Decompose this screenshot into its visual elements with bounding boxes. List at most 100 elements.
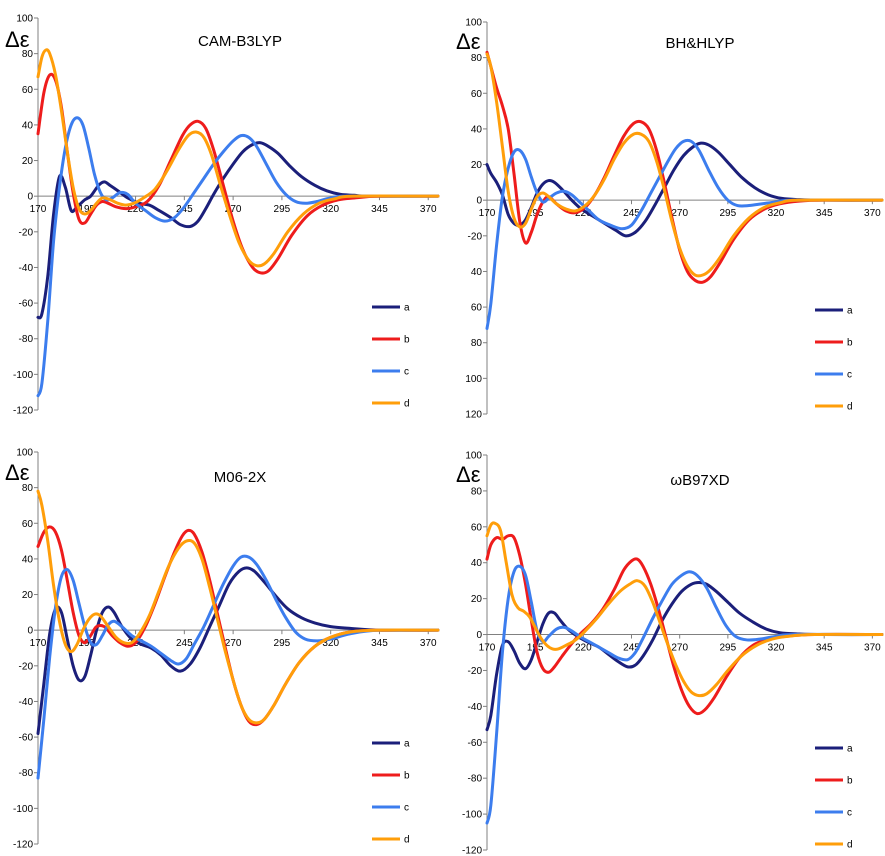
series-line-d — [485, 52, 884, 278]
y-tick-label: 80 — [471, 53, 483, 64]
y-tick-label: -60 — [19, 299, 34, 310]
x-tick-label: 320 — [322, 204, 339, 215]
series-line-b — [485, 533, 884, 716]
legend-label: d — [847, 402, 853, 413]
x-tick-label: 295 — [274, 638, 291, 649]
y-tick-label: 60 — [471, 303, 483, 314]
legend-label: b — [847, 776, 853, 787]
y-tick-label: 80 — [471, 486, 483, 497]
legend-label: d — [847, 840, 853, 851]
legend: a b c d — [815, 744, 853, 851]
x-tick-label: 270 — [671, 643, 688, 654]
y-axis-label: Δε — [456, 462, 481, 487]
y-tick-label: 40 — [22, 120, 34, 131]
y-tick-label: -120 — [13, 840, 33, 851]
series-line-d — [485, 521, 884, 698]
x-tick-label: 220 — [575, 643, 592, 654]
y-tick-label: 80 — [22, 483, 34, 494]
legend-label: a — [404, 739, 410, 750]
legend-label: c — [847, 370, 852, 381]
y-tick-label: 60 — [22, 519, 34, 530]
x-tick-label: 245 — [176, 638, 193, 649]
legend-label: c — [847, 808, 852, 819]
chart-title: M06-2X — [214, 469, 267, 486]
x-tick-label: 170 — [30, 638, 47, 649]
y-tick-label: 100 — [465, 374, 482, 385]
y-tick-label: -60 — [468, 738, 483, 749]
legend-label: a — [847, 744, 853, 755]
x-tick-label: 370 — [864, 208, 881, 219]
x-tick-label: 320 — [322, 638, 339, 649]
y-tick-label: 0 — [476, 196, 482, 207]
y-tick-label: -20 — [468, 666, 483, 677]
x-tick-label: 195 — [78, 638, 95, 649]
x-tick-label: 295 — [274, 204, 291, 215]
series-line-c — [485, 564, 884, 825]
y-tick-label: -20 — [19, 227, 34, 238]
x-tick-label: 345 — [371, 204, 388, 215]
chart-panel: 120 100 80 60 40 -20 0 20 40 60 80 100 170 195 220 245 2… — [456, 18, 884, 421]
series-line-a — [485, 141, 884, 238]
y-axis-label: Δε — [456, 29, 481, 54]
x-tick-label: 195 — [527, 208, 544, 219]
x-tick-label: 295 — [720, 208, 737, 219]
y-tick-label: -60 — [19, 733, 34, 744]
y-axis-label: Δε — [5, 27, 30, 52]
y-tick-label: 40 — [471, 558, 483, 569]
legend: a b c d — [372, 303, 410, 410]
series-line-c — [36, 554, 440, 780]
legend-label: a — [847, 306, 853, 317]
y-tick-label: -40 — [19, 697, 34, 708]
y-tick-label: -80 — [468, 774, 483, 785]
x-tick-label: 370 — [420, 638, 437, 649]
legend-label: c — [404, 803, 409, 814]
y-tick-label: 100 — [465, 451, 482, 462]
y-tick-label: -80 — [19, 768, 34, 779]
y-tick-label: -20 — [19, 661, 34, 672]
series-line-d — [36, 48, 440, 268]
legend-label: c — [404, 367, 409, 378]
x-tick-label: 270 — [225, 204, 242, 215]
chart-title: CAM-B3LYP — [198, 33, 282, 50]
y-tick-label: -100 — [13, 370, 33, 381]
legend-label: b — [404, 771, 410, 782]
legend: a b c d — [815, 306, 853, 413]
x-tick-label: 170 — [30, 204, 47, 215]
series-line-d — [36, 489, 440, 725]
y-tick-label: -80 — [19, 334, 34, 345]
y-tick-label: 100 — [16, 14, 33, 25]
legend-label: b — [847, 338, 853, 349]
x-tick-label: 345 — [371, 638, 388, 649]
chart-panel: -120 -100 -80 -60 -40 -20 0 20 40 60 80 100 170 195 22… — [5, 14, 440, 417]
y-tick-label: -40 — [19, 263, 34, 274]
y-tick-label: 40 — [22, 554, 34, 565]
series-line-b — [485, 50, 884, 284]
y-tick-label: 60 — [22, 85, 34, 96]
y-tick-label: 0 — [27, 626, 33, 637]
x-tick-label: 245 — [623, 643, 640, 654]
legend-label: b — [404, 335, 410, 346]
y-tick-label: -20 — [468, 231, 483, 242]
y-tick-label: 40 — [471, 124, 483, 135]
y-tick-label: 60 — [471, 522, 483, 533]
chart-title: ωB97XD — [670, 472, 729, 489]
x-tick-label: 245 — [623, 208, 640, 219]
x-tick-label: 370 — [420, 204, 437, 215]
legend-label: d — [404, 399, 410, 410]
series-line-a — [485, 580, 884, 732]
x-tick-label: 195 — [78, 204, 95, 215]
x-tick-label: 345 — [816, 208, 833, 219]
x-tick-label: 245 — [176, 204, 193, 215]
y-tick-label: 0 — [476, 630, 482, 641]
legend: a b c d — [372, 739, 410, 846]
x-tick-label: 320 — [768, 643, 785, 654]
y-tick-label: -100 — [462, 810, 482, 821]
y-tick-label: 20 — [471, 160, 483, 171]
chart-title: BH&HLYP — [666, 35, 735, 52]
legend-label: a — [404, 303, 410, 314]
x-tick-label: 170 — [479, 643, 496, 654]
y-tick-label: 120 — [465, 410, 482, 421]
y-tick-label: 80 — [22, 49, 34, 60]
y-tick-label: 0 — [27, 192, 33, 203]
